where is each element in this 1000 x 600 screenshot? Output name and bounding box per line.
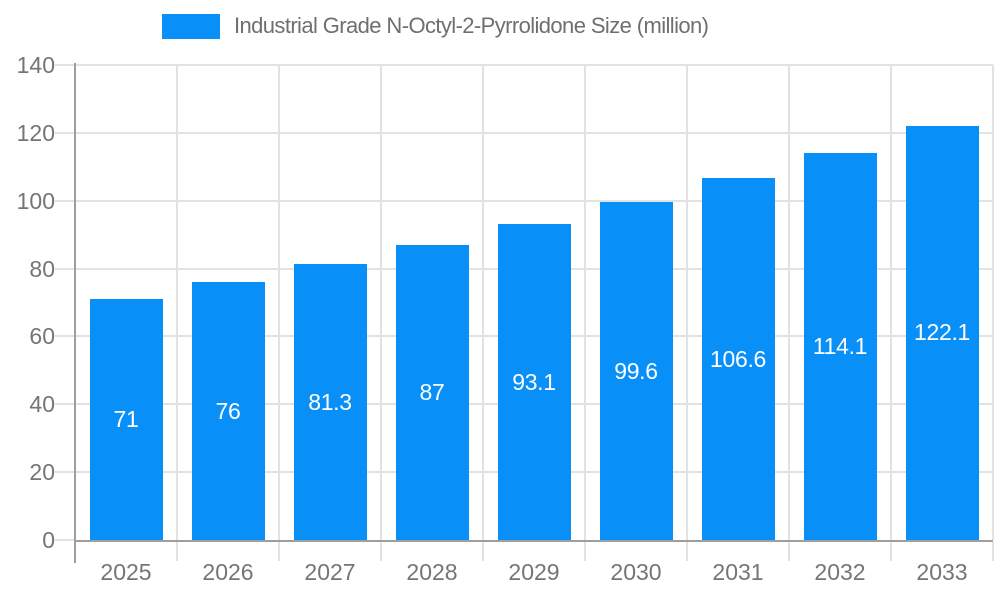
y-tick-label: 120 — [16, 119, 55, 146]
bar-value-label: 114.1 — [812, 332, 868, 359]
bar: 81.3 — [293, 264, 367, 540]
legend-swatch — [162, 13, 220, 39]
bar-value-label: 81.3 — [308, 388, 352, 415]
x-tick-label: 2031 — [712, 559, 764, 585]
x-axis-tick — [380, 542, 382, 561]
bar: 122.1 — [905, 125, 979, 540]
x-axis-line — [74, 540, 993, 542]
h-gridline — [75, 64, 993, 66]
v-gridline — [584, 65, 586, 540]
bar: 87 — [395, 244, 469, 540]
y-axis-tick — [55, 267, 75, 270]
h-gridline — [75, 199, 993, 202]
y-tick-label: 20 — [29, 459, 55, 486]
y-axis-tick — [55, 64, 75, 66]
v-gridline — [176, 65, 178, 540]
v-gridline — [890, 65, 892, 540]
bar: 114.1 — [803, 152, 877, 540]
bar: 76 — [191, 282, 265, 540]
x-axis-tick — [788, 542, 790, 561]
y-tick-label: 0 — [42, 527, 55, 553]
bar-value-label: 93.1 — [512, 368, 556, 395]
legend-label: Industrial Grade N-Octyl-2-Pyrrolidone S… — [234, 13, 709, 38]
x-tick-label: 2033 — [916, 559, 968, 585]
bar: 106.6 — [701, 178, 775, 540]
v-gridline — [482, 65, 484, 540]
v-gridline — [380, 65, 382, 540]
x-tick-label: 2032 — [814, 559, 866, 585]
x-axis-tick — [278, 542, 280, 561]
x-axis-tick — [584, 542, 586, 561]
bar-value-label: 106.6 — [709, 345, 767, 372]
bar-value-label: 99.6 — [614, 357, 658, 384]
bar: 93.1 — [497, 224, 571, 540]
v-gridline — [992, 65, 994, 540]
x-tick-label: 2025 — [100, 559, 152, 585]
y-tick-label: 60 — [29, 323, 55, 350]
y-axis-tick — [55, 335, 75, 338]
y-tick-label: 80 — [29, 255, 55, 282]
y-tick-label: 100 — [16, 187, 55, 214]
y-axis-tick — [55, 131, 75, 134]
y-axis-line — [74, 63, 76, 563]
v-gridline — [278, 65, 280, 540]
x-axis-tick — [992, 542, 994, 561]
v-gridline — [686, 65, 688, 540]
x-axis-tick — [890, 542, 892, 561]
x-axis-tick — [686, 542, 688, 561]
x-tick-label: 2026 — [202, 559, 254, 585]
v-gridline — [788, 65, 790, 540]
y-axis-tick — [55, 471, 75, 474]
x-tick-label: 2028 — [406, 559, 458, 585]
bar-value-label: 122.1 — [913, 319, 971, 346]
h-gridline — [75, 131, 993, 134]
bar-value-label: 76 — [215, 397, 241, 424]
x-axis-tick — [176, 542, 178, 561]
bar-value-label: 87 — [419, 378, 445, 405]
y-tick-label: 40 — [29, 391, 55, 418]
y-axis-tick — [55, 403, 75, 406]
legend: Industrial Grade N-Octyl-2-Pyrrolidone S… — [162, 13, 709, 39]
x-tick-label: 2029 — [508, 559, 560, 585]
x-tick-label: 2027 — [304, 559, 356, 585]
x-tick-label: 2030 — [610, 559, 662, 585]
y-tick-label: 140 — [16, 52, 55, 78]
y-axis-tick — [55, 539, 75, 541]
bar-value-label: 71 — [113, 406, 139, 433]
x-axis-tick — [482, 542, 484, 561]
bar: 71 — [89, 299, 163, 540]
y-axis-tick — [55, 199, 75, 202]
bar: 99.6 — [599, 202, 673, 540]
